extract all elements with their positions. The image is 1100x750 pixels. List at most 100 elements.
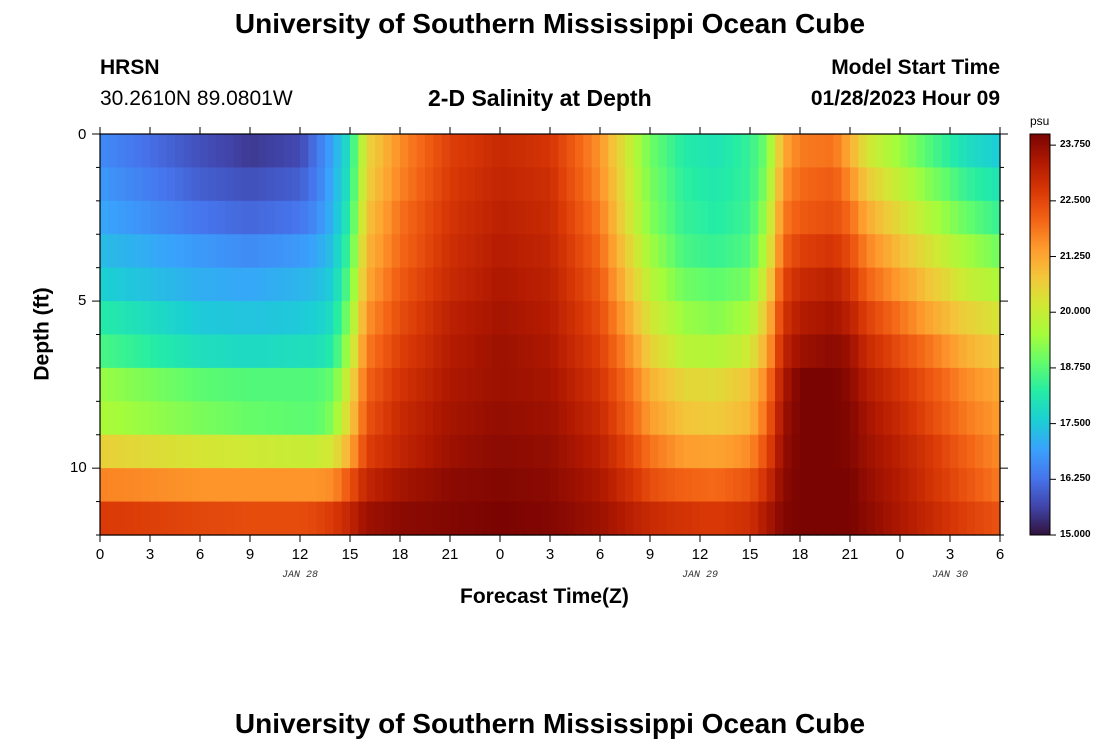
heatmap-cell [608, 367, 618, 402]
heatmap-cell [300, 468, 309, 503]
heatmap-cell [925, 200, 934, 235]
heatmap-cell [116, 434, 126, 469]
heatmap-cell [575, 367, 584, 402]
heatmap-cell [283, 501, 293, 536]
heatmap-cell [991, 234, 1001, 269]
heatmap-cell [741, 434, 751, 469]
heatmap-cell [875, 367, 884, 402]
heatmap-cell [700, 401, 709, 436]
heatmap-cell [483, 134, 493, 169]
heatmap-cell [591, 200, 601, 235]
heatmap-cell [483, 401, 493, 436]
heatmap-cell [608, 234, 618, 269]
heatmap-cell [216, 468, 226, 503]
heatmap-cell [241, 167, 251, 202]
heatmap-cell [883, 200, 893, 235]
heatmap-cell [591, 267, 601, 302]
heatmap-cell [191, 267, 201, 302]
heatmap-cell [383, 301, 393, 336]
heatmap-cell [366, 334, 376, 369]
heatmap-cell [341, 367, 351, 402]
heatmap-cell [441, 401, 451, 436]
colorbar-label: 17.500 [1060, 417, 1091, 429]
heatmap-cell [341, 468, 351, 503]
heatmap-cell [316, 367, 326, 402]
heatmap-cell [691, 434, 701, 469]
heatmap-cell [100, 134, 109, 169]
heatmap-cell [350, 367, 359, 402]
heatmap-cell [500, 301, 509, 336]
heatmap-cell [150, 367, 159, 402]
heatmap-cell [450, 234, 459, 269]
heatmap-cell [416, 134, 426, 169]
heatmap-cell [325, 167, 334, 202]
heatmap-cell [775, 468, 784, 503]
heatmap-cell [933, 434, 943, 469]
heatmap-cell [833, 167, 843, 202]
colorbar-label: 22.500 [1060, 194, 1091, 206]
heatmap-cell [716, 267, 726, 302]
heatmap-cell [550, 167, 559, 202]
heatmap-cell [241, 200, 251, 235]
heatmap-cell [866, 334, 876, 369]
heatmap-cell [958, 434, 968, 469]
heatmap-cell [583, 434, 593, 469]
heatmap-cell [175, 134, 184, 169]
heatmap-cell [966, 434, 976, 469]
y-tick-label: 5 [78, 292, 87, 309]
heatmap-cell [816, 200, 826, 235]
heatmap-cell [733, 367, 743, 402]
heatmap-cell [508, 334, 518, 369]
heatmap-cell [941, 167, 951, 202]
heatmap-cell [533, 200, 543, 235]
heatmap-cell [308, 401, 318, 436]
heatmap-cell [208, 134, 218, 169]
heatmap-cell [408, 234, 418, 269]
heatmap-cell [675, 167, 684, 202]
heatmap-cell [333, 200, 343, 235]
heatmap-cell [766, 434, 776, 469]
heatmap-cell [450, 134, 459, 169]
heatmap-cell [108, 334, 118, 369]
heatmap-cell [758, 334, 768, 369]
x-tick-label: 6 [195, 546, 205, 563]
heatmap-cell [925, 234, 934, 269]
heatmap-cell [883, 434, 893, 469]
heatmap-cell [875, 334, 884, 369]
heatmap-cell [716, 334, 726, 369]
heatmap-cell [516, 200, 526, 235]
heatmap-cell [141, 468, 151, 503]
heatmap-cell [708, 167, 718, 202]
heatmap-cell [533, 434, 543, 469]
heatmap-cell [791, 234, 801, 269]
heatmap-cell [250, 401, 259, 436]
heatmap-cell [250, 134, 259, 169]
heatmap-cell [683, 167, 693, 202]
heatmap-cell [516, 334, 526, 369]
heatmap-cell [275, 468, 284, 503]
heatmap-cell [766, 267, 776, 302]
heatmap-cell [616, 200, 626, 235]
heatmap-cell [833, 501, 843, 536]
heatmap-cell [250, 200, 259, 235]
heatmap-cell [666, 200, 676, 235]
heatmap-cell [850, 167, 859, 202]
heatmap-cell [858, 301, 868, 336]
heatmap-cell [658, 401, 668, 436]
heatmap-cell [466, 267, 476, 302]
heatmap-cell [783, 468, 793, 503]
heatmap-cell [400, 501, 409, 536]
heatmap-cell [641, 234, 651, 269]
heatmap-cell [175, 434, 184, 469]
heatmap-cell [450, 468, 459, 503]
heatmap-cell [641, 367, 651, 402]
heatmap-cell [891, 200, 901, 235]
heatmap-cell [575, 301, 584, 336]
heatmap-cell [916, 234, 926, 269]
heatmap-cell [816, 234, 826, 269]
heatmap-cell [508, 234, 518, 269]
heatmap-cell [775, 501, 784, 536]
heatmap-cell [950, 367, 959, 402]
heatmap-cell [933, 134, 943, 169]
heatmap-cell [508, 501, 518, 536]
